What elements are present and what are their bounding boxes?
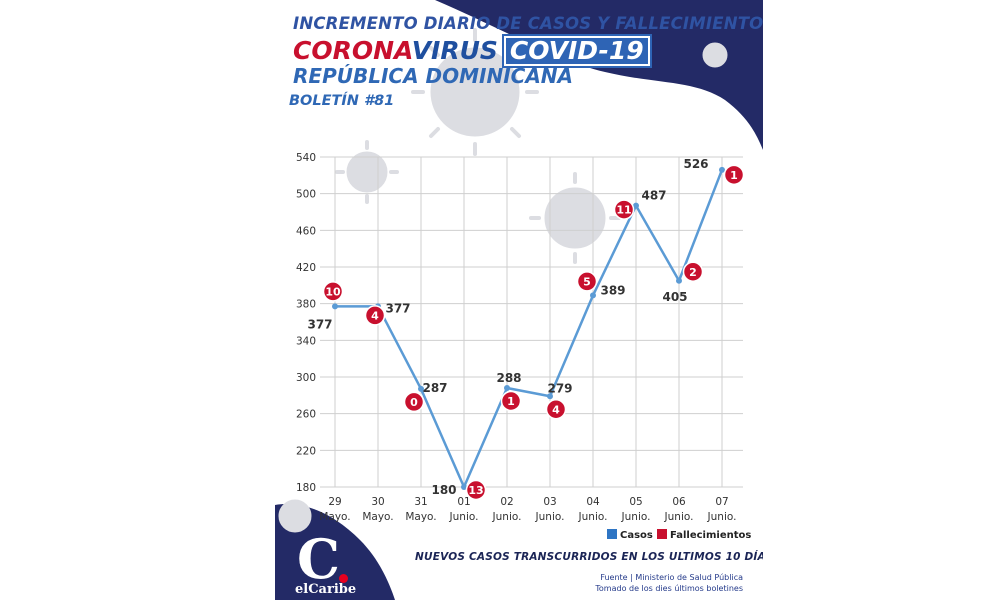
casos-value-label: 405 xyxy=(662,290,687,304)
death-badge-value: 4 xyxy=(371,309,379,322)
grid-layer xyxy=(320,156,743,488)
casos-point xyxy=(547,393,553,400)
line-chart: 18022026030034038042046050054029Mayo.30M… xyxy=(296,152,745,523)
casos-point xyxy=(461,484,467,490)
casos-point xyxy=(332,303,338,310)
casos-point xyxy=(719,166,725,173)
casos-value-label: 487 xyxy=(641,189,666,203)
elcaribe-logo-dot xyxy=(339,574,348,583)
casos-series-line xyxy=(335,169,724,489)
death-badge xyxy=(682,261,704,282)
casos-point xyxy=(676,277,682,284)
casos-value-label: 288 xyxy=(496,371,521,385)
death-badge xyxy=(576,271,598,292)
title-corona: CORONA xyxy=(293,36,412,65)
x-tick-label-month: Junio. xyxy=(621,511,651,523)
legend-fallecimientos: Fallecimientos xyxy=(657,529,751,541)
y-tick-label: 300 xyxy=(296,372,316,384)
x-tick-label-month: Mayo. xyxy=(362,511,393,523)
x-tick-label: 07 xyxy=(715,496,728,508)
death-badge-value: 10 xyxy=(325,285,341,298)
legend-casos: Casos xyxy=(607,529,653,541)
y-tick-label: 220 xyxy=(296,445,316,457)
title-coronavirus: CORONAVIRUS COVID-19 xyxy=(293,36,650,66)
legend-casos-swatch xyxy=(607,529,617,539)
death-badge xyxy=(465,479,487,501)
x-tick-label: 04 xyxy=(586,496,600,508)
y-tick-label: 340 xyxy=(296,335,316,347)
y-tick-label: 420 xyxy=(296,262,316,274)
y-tick-label: 380 xyxy=(296,299,316,311)
x-tick-label: 05 xyxy=(629,496,642,508)
y-tick-label: 180 xyxy=(296,482,316,494)
death-badge xyxy=(723,164,745,186)
x-tick-label: 31 xyxy=(414,496,427,508)
x-tick-label-month: Junio. xyxy=(449,511,479,523)
x-tick-label-month: Junio. xyxy=(578,511,608,523)
death-badge-value: 11 xyxy=(616,204,631,217)
y-tick-label: 460 xyxy=(296,225,316,237)
casos-value-label: 279 xyxy=(547,381,572,395)
death-badge-value: 13 xyxy=(468,484,483,497)
casos-point xyxy=(633,202,639,209)
death-badge xyxy=(322,281,344,302)
death-badge-value: 1 xyxy=(730,169,738,182)
x-tick-label-month: Mayo. xyxy=(319,511,350,523)
death-badge xyxy=(500,390,522,412)
death-badge xyxy=(364,305,386,326)
x-tick-label: 30 xyxy=(371,496,384,508)
elcaribe-logo-name: elCaribe xyxy=(295,582,357,597)
elcaribe-logo-letter: C xyxy=(297,527,340,591)
casos-point xyxy=(504,385,510,391)
death-badge-value: 0 xyxy=(410,396,418,409)
x-tick-label-month: Junio. xyxy=(492,511,522,523)
virus-icon xyxy=(278,42,728,533)
x-tick-label-month: Mayo. xyxy=(405,511,436,523)
death-badge-value: 4 xyxy=(552,403,560,416)
x-tick-label: 29 xyxy=(328,496,341,508)
axis-layer: 18022026030034038042046050054029Mayo.30M… xyxy=(296,152,737,523)
source-line-1: Fuente | Ministerio de Salud Pública xyxy=(600,573,743,582)
infographic-poster: INCREMENTO DIARIO DE CASOS Y FALLECIMIEN… xyxy=(275,0,763,600)
title-country: REPÚBLICA DOMINICANA xyxy=(293,64,574,88)
casos-value-label: 377 xyxy=(385,301,410,315)
x-tick-label: 03 xyxy=(543,496,556,508)
source-line-2: Tomado de los dies últimos boletines xyxy=(595,584,743,593)
x-tick-label-month: Junio. xyxy=(707,511,737,523)
title-covid-badge: COVID-19 xyxy=(503,36,650,66)
casos-value-label: 377 xyxy=(307,317,332,331)
casos-value-label: 287 xyxy=(422,381,447,395)
title-increment: INCREMENTO DIARIO DE CASOS Y FALLECIMIEN… xyxy=(293,14,763,33)
x-tick-label: 06 xyxy=(672,496,686,508)
casos-value-label: 526 xyxy=(683,157,708,171)
death-badge-value: 5 xyxy=(583,275,591,288)
x-tick-label-month: Junio. xyxy=(535,511,565,523)
death-badge xyxy=(545,399,567,420)
title-virus: VIRUS xyxy=(411,36,498,65)
y-tick-label: 500 xyxy=(296,189,316,201)
death-badge-value: 1 xyxy=(507,395,515,408)
legend-fallecimientos-label: Fallecimientos xyxy=(670,530,752,541)
casos-value-label: 389 xyxy=(600,283,625,297)
death-badge xyxy=(613,199,635,220)
chart-caption: NUEVOS CASOS TRANSCURRIDOS EN LOS ULTIMO… xyxy=(415,551,763,563)
line-layer xyxy=(332,166,725,490)
legend-casos-label: Casos xyxy=(620,530,653,541)
death-badge-value: 2 xyxy=(689,266,697,279)
casos-point xyxy=(418,385,424,392)
y-tick-label: 540 xyxy=(296,152,316,164)
casos-value-label: 180 xyxy=(431,483,456,497)
bulletin-number: BOLETÍN #81 xyxy=(289,93,395,109)
legend-fallecimientos-swatch xyxy=(657,529,667,539)
death-badge xyxy=(403,391,425,413)
y-tick-label: 260 xyxy=(296,409,316,421)
x-tick-label: 02 xyxy=(500,496,513,508)
casos-point xyxy=(590,292,596,299)
x-tick-label: 01 xyxy=(457,496,470,508)
x-tick-label-month: Junio. xyxy=(664,511,694,523)
